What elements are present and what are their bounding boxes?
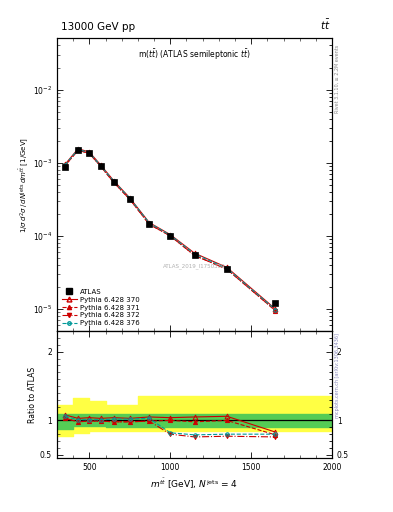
Text: $t\bar{t}$: $t\bar{t}$ (320, 18, 330, 32)
Text: m($t\bar{t}$) (ATLAS semileptonic $t\bar{t}$): m($t\bar{t}$) (ATLAS semileptonic $t\bar… (138, 47, 251, 62)
Text: mcplots.cern.ch [arXiv:1306.3436]: mcplots.cern.ch [arXiv:1306.3436] (335, 333, 340, 418)
Text: ATLAS_2019_I1750330: ATLAS_2019_I1750330 (163, 264, 226, 269)
Text: Rivet 3.1.10, ≥ 2.2M events: Rivet 3.1.10, ≥ 2.2M events (335, 44, 340, 113)
Y-axis label: Ratio to ATLAS: Ratio to ATLAS (28, 367, 37, 423)
Text: 13000 GeV pp: 13000 GeV pp (61, 22, 135, 32)
X-axis label: $m^{t\bar{t}}$ [GeV], $N^{\rm jets}$ = 4: $m^{t\bar{t}}$ [GeV], $N^{\rm jets}$ = 4 (151, 476, 239, 491)
Y-axis label: $1/\sigma\, d^2\sigma\,/\,dN^{\rm jets}\,dm^{t\bar{t}}$ $[1/{\rm GeV}]$: $1/\sigma\, d^2\sigma\,/\,dN^{\rm jets}\… (18, 137, 31, 233)
Legend: ATLAS, Pythia 6.428 370, Pythia 6.428 371, Pythia 6.428 372, Pythia 6.428 376: ATLAS, Pythia 6.428 370, Pythia 6.428 37… (61, 287, 141, 328)
